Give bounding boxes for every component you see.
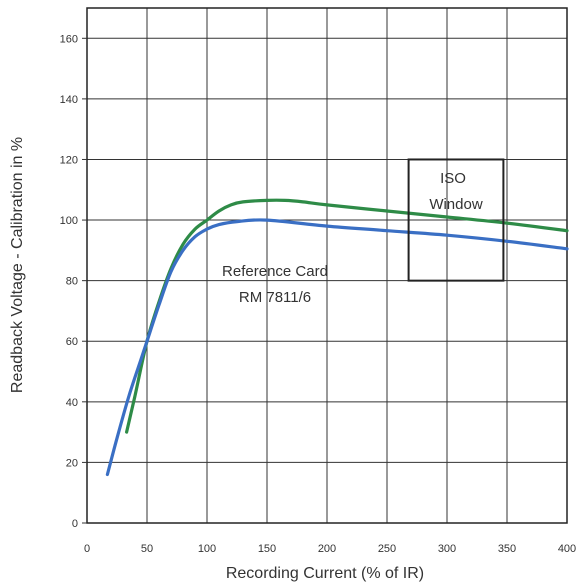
y-tick-label-5: 100 (60, 215, 78, 227)
x-axis-label: Recording Current (% of IR) (226, 565, 424, 582)
series-layer (105, 198, 569, 477)
y-axis-label: Readback Voltage - Calibration in % (9, 137, 26, 393)
x-tick-label-2: 100 (198, 543, 216, 555)
x-tick-label-6: 300 (438, 543, 456, 555)
y-tick-label-2: 40 (66, 397, 78, 409)
iso-window-label-line2: Window (429, 196, 483, 213)
series-blue-line (105, 218, 569, 477)
plot-frame (86, 7, 568, 524)
y-tick-label-8: 160 (60, 33, 78, 45)
y-tick-label-4: 80 (66, 276, 78, 288)
iso-window-box (407, 158, 505, 282)
reference-label-line2: RM 7811/6 (239, 289, 311, 306)
x-tick-label-7: 350 (498, 543, 516, 555)
y-tick-label-3: 60 (66, 336, 78, 348)
y-tick-label-0: 0 (72, 518, 78, 530)
y-tick-labels: 0 20 40 60 80 100 120 140 160 (60, 33, 87, 530)
y-tick-label-1: 20 (66, 457, 78, 469)
x-tick-label-4: 200 (318, 543, 336, 555)
y-tick-label-6: 120 (60, 154, 78, 166)
reference-label-line1: Reference Card (222, 263, 328, 280)
x-tick-labels: 0 50 100 150 200 250 300 350 400 (84, 543, 576, 555)
x-tick-label-1: 50 (141, 543, 153, 555)
y-tick-label-7: 140 (60, 94, 78, 106)
x-tick-label-0: 0 (84, 543, 90, 555)
iso-window-label-line1: ISO (440, 170, 466, 187)
x-tick-label-3: 150 (258, 543, 276, 555)
x-tick-label-5: 250 (378, 543, 396, 555)
x-tick-label-8: 400 (558, 543, 576, 555)
series-green-line (125, 198, 569, 434)
